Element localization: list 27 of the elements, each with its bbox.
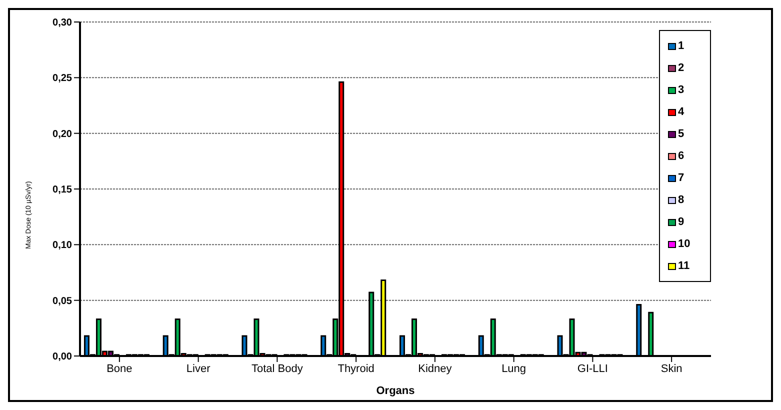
y-tick-label: 0,20 — [52, 128, 72, 140]
x-tick-label: Lung — [502, 362, 526, 375]
y-tick-label: 0,15 — [52, 184, 72, 196]
legend-label: 9 — [678, 216, 684, 228]
y-tick-label: 0,00 — [52, 352, 72, 363]
legend-label: 11 — [678, 260, 690, 272]
x-axis-title: Organs — [376, 385, 415, 397]
y-tick-label: 0,10 — [52, 240, 72, 252]
x-tick-label: Liver — [186, 362, 211, 375]
legend-label: 5 — [678, 128, 684, 140]
legend-label: 3 — [678, 84, 684, 96]
x-tick-label: Total Body — [252, 362, 304, 375]
x-tick-label: GI-LLI — [577, 362, 608, 375]
x-tick-label: Thyroid — [338, 362, 374, 375]
legend-label: 7 — [678, 172, 684, 184]
legend-label: 6 — [678, 150, 684, 162]
y-tick-label: 0,25 — [52, 73, 72, 84]
x-tick-label: Skin — [660, 362, 682, 375]
legend-label: 2 — [678, 62, 684, 74]
legend-label: 8 — [678, 194, 684, 206]
legend-label: 4 — [678, 106, 684, 118]
y-tick-label: 0,05 — [52, 296, 72, 307]
legend-label: 10 — [678, 238, 690, 250]
x-tick-label: Bone — [106, 362, 132, 375]
legend-label: 1 — [678, 40, 684, 52]
x-tick-label: Kidney — [418, 362, 452, 375]
y-tick-label: 0,30 — [52, 18, 72, 29]
